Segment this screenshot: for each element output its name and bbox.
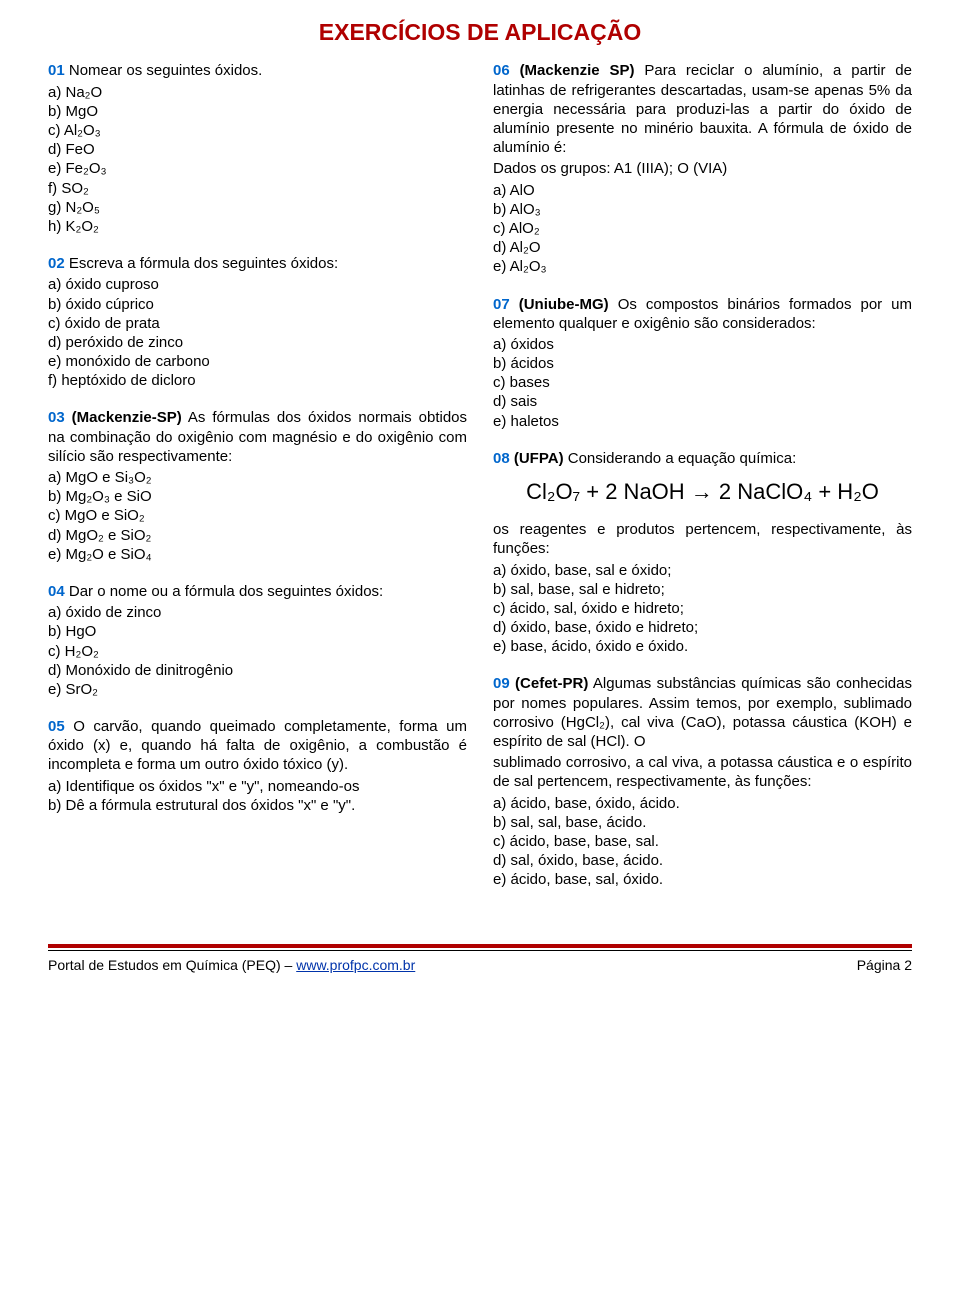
opt: c) AlO₂ — [493, 219, 912, 238]
stem-08b: os reagentes e produtos pertencem, respe… — [493, 520, 912, 558]
src-07: (Uniube-MG) — [519, 296, 609, 313]
opt: a) AlO — [493, 181, 912, 200]
stem-09b: sublimado corrosivo, a cal viva, a potas… — [493, 753, 912, 791]
opt: d) MgO₂ e SiO₂ — [48, 526, 467, 545]
opt: a) óxidos — [493, 335, 912, 354]
opt: a) óxido de zinco — [48, 603, 467, 622]
qnum-05: 05 — [48, 718, 65, 735]
opt: c) H₂O₂ — [48, 642, 467, 661]
opt: d) FeO — [48, 140, 467, 159]
footer-rule-thin — [48, 950, 912, 951]
opt: c) óxido de prata — [48, 314, 467, 333]
opt: e) base, ácido, óxido e óxido. — [493, 637, 912, 656]
qnum-01: 01 — [48, 62, 65, 79]
opt: b) ácidos — [493, 354, 912, 373]
footer: Portal de Estudos em Química (PEQ) – www… — [48, 944, 912, 989]
opt: e) monóxido de carbono — [48, 352, 467, 371]
opt: e) SrO₂ — [48, 680, 467, 699]
question-01: 01 Nomear os seguintes óxidos. a) Na₂O b… — [48, 61, 467, 236]
opt: d) peróxido de zinco — [48, 333, 467, 352]
qnum-08: 08 — [493, 450, 510, 467]
question-06: 06 (Mackenzie SP) Para reciclar o alumín… — [493, 61, 912, 276]
footer-rule-red — [48, 944, 912, 948]
opt: f) heptóxido de dicloro — [48, 371, 467, 390]
equation-08: Cl₂O₇ + 2 NaOH → 2 NaClO₄ + H₂O — [493, 478, 912, 506]
footer-page: Página 2 — [857, 957, 912, 975]
src-08: (UFPA) — [514, 450, 564, 467]
qnum-06: 06 — [493, 62, 510, 79]
footer-left: Portal de Estudos em Química (PEQ) – www… — [48, 957, 415, 975]
qnum-07: 07 — [493, 296, 510, 313]
footer-link[interactable]: www.profpc.com.br — [296, 957, 415, 973]
stem-01: Nomear os seguintes óxidos. — [69, 62, 262, 79]
opt: c) MgO e SiO₂ — [48, 506, 467, 525]
footer-text: Portal de Estudos em Química (PEQ) – — [48, 957, 296, 973]
opt: b) MgO — [48, 102, 467, 121]
question-03: 03 (Mackenzie-SP) As fórmulas dos óxidos… — [48, 408, 467, 564]
opt: d) sal, óxido, base, ácido. — [493, 851, 912, 870]
stem-05: O carvão, quando queimado completamente,… — [48, 718, 467, 773]
qnum-03: 03 — [48, 409, 65, 426]
opt: d) sais — [493, 392, 912, 411]
right-column: 06 (Mackenzie SP) Para reciclar o alumín… — [493, 61, 912, 907]
question-07: 07 (Uniube-MG) Os compostos binários for… — [493, 295, 912, 431]
opt: d) Monóxido de dinitrogênio — [48, 661, 467, 680]
opt: h) K₂O₂ — [48, 217, 467, 236]
dados-06: Dados os grupos: A1 (IIIA); O (VIA) — [493, 159, 912, 178]
question-05: 05 O carvão, quando queimado completamen… — [48, 717, 467, 815]
page-title: EXERCÍCIOS DE APLICAÇÃO — [48, 18, 912, 47]
qnum-04: 04 — [48, 583, 65, 600]
stem-02: Escreva a fórmula dos seguintes óxidos: — [69, 255, 338, 272]
opt: d) Al₂O — [493, 238, 912, 257]
question-09: 09 (Cefet-PR) Algumas substâncias químic… — [493, 674, 912, 889]
opt: c) ácido, sal, óxido e hidreto; — [493, 599, 912, 618]
qnum-02: 02 — [48, 255, 65, 272]
qnum-09: 09 — [493, 675, 510, 692]
opt: b) sal, sal, base, ácido. — [493, 813, 912, 832]
opt: b) HgO — [48, 622, 467, 641]
opt: d) óxido, base, óxido e hidreto; — [493, 618, 912, 637]
opt: a) óxido cuproso — [48, 275, 467, 294]
opt: b) Dê a fórmula estrutural dos óxidos "x… — [48, 796, 467, 815]
question-02: 02 Escreva a fórmula dos seguintes óxido… — [48, 254, 467, 390]
opt: a) óxido, base, sal e óxido; — [493, 561, 912, 580]
opt: a) Identifique os óxidos "x" e "y", nome… — [48, 777, 467, 796]
opt: e) ácido, base, sal, óxido. — [493, 870, 912, 889]
opt: b) sal, base, sal e hidreto; — [493, 580, 912, 599]
opt: a) MgO e Si₃O₂ — [48, 468, 467, 487]
opt: b) Mg₂O₃ e SiO — [48, 487, 467, 506]
opt: e) Al₂O₃ — [493, 257, 912, 276]
opt: a) ácido, base, óxido, ácido. — [493, 794, 912, 813]
question-08: 08 (UFPA) Considerando a equação química… — [493, 449, 912, 657]
stem-04: Dar o nome ou a fórmula dos seguintes óx… — [69, 583, 383, 600]
question-04: 04 Dar o nome ou a fórmula dos seguintes… — [48, 582, 467, 699]
content-columns: 01 Nomear os seguintes óxidos. a) Na₂O b… — [48, 61, 912, 907]
opt: b) óxido cúprico — [48, 295, 467, 314]
opt: e) Mg₂O e SiO₄ — [48, 545, 467, 564]
left-column: 01 Nomear os seguintes óxidos. a) Na₂O b… — [48, 61, 467, 907]
stem-08a: Considerando a equação química: — [568, 450, 797, 467]
opt: a) Na₂O — [48, 83, 467, 102]
opt: e) Fe₂O₃ — [48, 159, 467, 178]
opt: c) Al₂O₃ — [48, 121, 467, 140]
src-06: (Mackenzie SP) — [520, 62, 635, 79]
opt: c) bases — [493, 373, 912, 392]
opt: c) ácido, base, base, sal. — [493, 832, 912, 851]
opt: e) haletos — [493, 412, 912, 431]
src-09: (Cefet-PR) — [515, 675, 588, 692]
opt: f) SO₂ — [48, 179, 467, 198]
opt: b) AlO₃ — [493, 200, 912, 219]
src-03: (Mackenzie-SP) — [72, 409, 182, 426]
opt: g) N₂O₅ — [48, 198, 467, 217]
